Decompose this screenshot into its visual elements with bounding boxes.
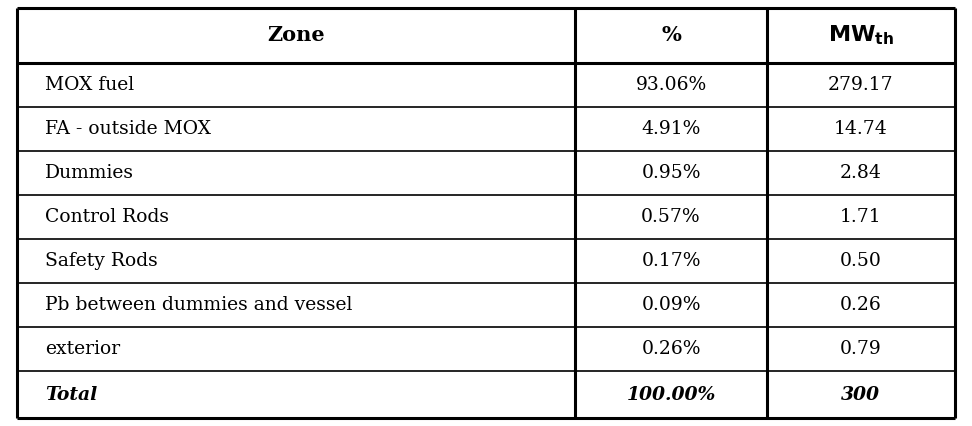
Text: 0.95%: 0.95% (642, 164, 701, 182)
Text: 0.09%: 0.09% (642, 296, 701, 314)
Text: 100.00%: 100.00% (626, 386, 715, 404)
Text: Control Rods: Control Rods (45, 208, 169, 226)
Text: 2.84: 2.84 (840, 164, 882, 182)
Text: 0.79: 0.79 (840, 340, 882, 358)
Text: 0.26: 0.26 (840, 296, 882, 314)
Text: 279.17: 279.17 (828, 76, 893, 94)
Text: Zone: Zone (267, 26, 325, 46)
Text: Safety Rods: Safety Rods (45, 252, 157, 270)
Text: 0.57%: 0.57% (642, 208, 701, 226)
Text: Dummies: Dummies (45, 164, 134, 182)
Text: 0.26%: 0.26% (642, 340, 701, 358)
Text: Pb between dummies and vessel: Pb between dummies and vessel (45, 296, 352, 314)
Text: 93.06%: 93.06% (636, 76, 707, 94)
Text: %: % (661, 26, 681, 46)
Text: 14.74: 14.74 (834, 120, 887, 138)
Text: exterior: exterior (45, 340, 120, 358)
Text: 1.71: 1.71 (840, 208, 882, 226)
Text: FA - outside MOX: FA - outside MOX (45, 120, 211, 138)
Text: 0.17%: 0.17% (642, 252, 701, 270)
Text: $\mathbf{MW_{th}}$: $\mathbf{MW_{th}}$ (828, 23, 894, 47)
Text: 4.91%: 4.91% (642, 120, 701, 138)
Text: 0.50: 0.50 (840, 252, 882, 270)
Text: MOX fuel: MOX fuel (45, 76, 134, 94)
Text: 300: 300 (842, 386, 881, 404)
Text: Total: Total (45, 386, 97, 404)
